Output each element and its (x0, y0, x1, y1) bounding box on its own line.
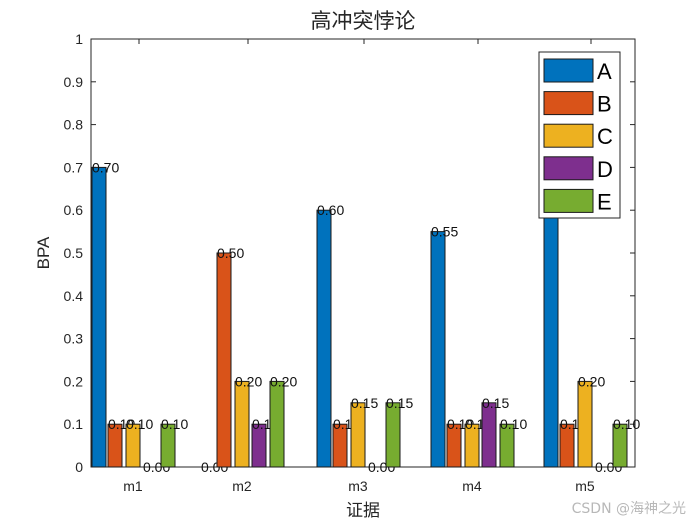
y-tick-label: 0.7 (64, 159, 84, 175)
bar-value-label: 0.20 (235, 373, 262, 389)
bar-m4-C (464, 423, 480, 468)
y-tick-label: 0.4 (64, 288, 84, 304)
bar-m2-D (251, 423, 267, 468)
bar-value-label: 0.70 (92, 159, 119, 175)
bar-value-label: 0.20 (270, 373, 297, 389)
bar-m2-B (216, 252, 232, 468)
y-tick-label: 0.9 (64, 74, 84, 90)
y-tick-label: 0.6 (64, 202, 84, 218)
legend-label-B: B (597, 92, 612, 117)
bar-value-label: 0.10 (500, 416, 527, 432)
y-tick-label: 1 (75, 31, 83, 47)
bar-m4-A (430, 231, 446, 468)
bar-m5-A (543, 209, 559, 468)
bar-m4-D (481, 402, 497, 468)
bar-m4-B (446, 423, 462, 468)
y-tick-label: 0.2 (64, 373, 84, 389)
bar-value-label: 0.20 (578, 373, 605, 389)
bar-m4-E (499, 423, 515, 468)
watermark: CSDN @海神之光 (572, 501, 686, 517)
bar-m1-C (125, 423, 141, 468)
bar-m1-B (107, 423, 123, 468)
legend-label-E: E (597, 189, 612, 214)
x-tick-label-m4: m4 (462, 478, 482, 494)
y-tick-label: 0.3 (64, 331, 84, 347)
x-tick-label-m3: m3 (348, 478, 368, 494)
bar-m2-C (234, 380, 250, 468)
y-tick-label: 0 (75, 459, 83, 475)
bar-m2-E (269, 380, 285, 468)
y-axis-label: BPA (34, 236, 53, 269)
legend-label-A: A (597, 59, 612, 84)
legend-swatch-B (543, 91, 594, 116)
bar-m5-B (559, 423, 575, 468)
bar-m3-E (385, 402, 401, 468)
bar-m1-E (160, 423, 176, 468)
bar-value-label: 0.10 (126, 416, 153, 432)
bar-m5-E (612, 423, 628, 468)
legend-label-C: C (597, 124, 613, 149)
bar-value-label: 0.50 (217, 245, 244, 261)
bar-value-label: 0.10 (161, 416, 188, 432)
bar-m3-C (350, 402, 366, 468)
x-tick-label-m5: m5 (575, 478, 595, 494)
legend-swatch-E (543, 188, 594, 213)
bar-value-label: 0.15 (386, 395, 413, 411)
x-axis-label: 证据 (346, 501, 380, 521)
bar-value-label: 0.10 (613, 416, 640, 432)
y-tick-label: 0.8 (64, 117, 84, 133)
legend-label-D: D (597, 157, 613, 182)
bar-value-label: 0.15 (482, 395, 509, 411)
legend-swatch-C (543, 123, 594, 148)
x-tick-label-m2: m2 (232, 478, 252, 494)
bar-value-label: 0.55 (431, 224, 458, 240)
y-tick-label: 0.1 (64, 416, 84, 432)
bar-m5-C (577, 380, 593, 468)
y-tick-label: 0.5 (64, 245, 84, 261)
x-tick-label-m1: m1 (123, 478, 143, 494)
legend-swatch-A (543, 58, 594, 83)
bar-m3-B (332, 423, 348, 468)
bar-m3-A (316, 209, 332, 468)
bar-value-label: 0.60 (317, 202, 344, 218)
bar-m1-A (91, 166, 107, 468)
chart-title: 高冲突悖论 (311, 9, 416, 33)
legend-swatch-D (543, 156, 594, 181)
bar-value-label: 0.15 (351, 395, 378, 411)
